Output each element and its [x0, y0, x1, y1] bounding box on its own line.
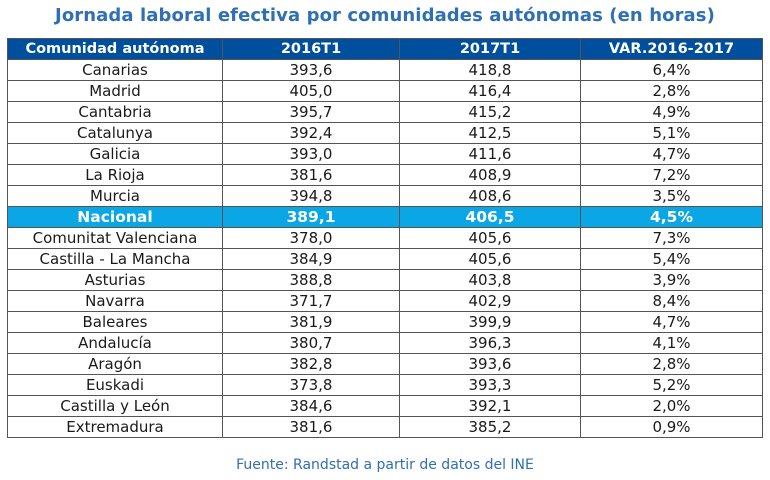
cell-variation: 2,8% [580, 353, 763, 375]
cell-community: Canarias [7, 59, 223, 81]
cell-2016t1: 405,0 [222, 80, 400, 102]
table-row: Navarra 371,7 402,9 8,4% [7, 290, 763, 312]
cell-2017t1: 399,9 [399, 311, 581, 333]
cell-variation: 3,5% [580, 185, 763, 207]
cell-community: Asturias [7, 269, 223, 291]
cell-community: La Rioja [7, 164, 223, 186]
column-header-community: Comunidad autónoma [7, 38, 223, 60]
cell-variation: 4,7% [580, 311, 763, 333]
cell-2016t1: 384,9 [222, 248, 400, 270]
cell-community: Madrid [7, 80, 223, 102]
page-title: Jornada laboral efectiva por comunidades… [55, 5, 715, 26]
cell-variation: 4,1% [580, 332, 763, 354]
cell-2016t1: 382,8 [222, 353, 400, 375]
cell-variation: 6,4% [580, 59, 763, 81]
cell-variation: 4,7% [580, 143, 763, 165]
cell-2016t1: 381,6 [222, 416, 400, 438]
cell-2016t1: 389,1 [222, 206, 400, 228]
table-row: Castilla - La Mancha 384,9 405,6 5,4% [7, 248, 763, 270]
cell-2017t1: 408,6 [399, 185, 581, 207]
cell-2017t1: 392,1 [399, 395, 581, 417]
cell-variation: 5,2% [580, 374, 763, 396]
cell-2016t1: 393,6 [222, 59, 400, 81]
cell-variation: 7,2% [580, 164, 763, 186]
cell-2016t1: 392,4 [222, 122, 400, 144]
cell-community: Catalunya [7, 122, 223, 144]
cell-community: Extremadura [7, 416, 223, 438]
cell-variation: 4,9% [580, 101, 763, 123]
cell-2017t1: 408,9 [399, 164, 581, 186]
cell-variation: 2,8% [580, 80, 763, 102]
cell-2017t1: 385,2 [399, 416, 581, 438]
cell-2017t1: 393,6 [399, 353, 581, 375]
cell-2017t1: 405,6 [399, 248, 581, 270]
cell-community: Navarra [7, 290, 223, 312]
cell-community: Euskadi [7, 374, 223, 396]
cell-community: Andalucía [7, 332, 223, 354]
table-row: Euskadi 373,8 393,3 5,2% [7, 374, 763, 396]
cell-community: Castilla y León [7, 395, 223, 417]
cell-variation: 0,9% [580, 416, 763, 438]
column-header-variation: VAR.2016-2017 [580, 38, 763, 60]
cell-variation: 4,5% [580, 206, 763, 228]
table-row: La Rioja 381,6 408,9 7,2% [7, 164, 763, 186]
cell-2016t1: 380,7 [222, 332, 400, 354]
cell-2016t1: 394,8 [222, 185, 400, 207]
cell-2017t1: 396,3 [399, 332, 581, 354]
cell-2017t1: 411,6 [399, 143, 581, 165]
table-row: Murcia 394,8 408,6 3,5% [7, 185, 763, 207]
cell-2016t1: 381,9 [222, 311, 400, 333]
cell-variation: 2,0% [580, 395, 763, 417]
table-row: Aragón 382,8 393,6 2,8% [7, 353, 763, 375]
cell-2017t1: 402,9 [399, 290, 581, 312]
cell-2016t1: 388,8 [222, 269, 400, 291]
table-row: Cantabria 395,7 415,2 4,9% [7, 101, 763, 123]
table-row: Baleares 381,9 399,9 4,7% [7, 311, 763, 333]
cell-variation: 5,4% [580, 248, 763, 270]
table-row: Castilla y León 384,6 392,1 2,0% [7, 395, 763, 417]
cell-variation: 5,1% [580, 122, 763, 144]
table-row: Andalucía 380,7 396,3 4,1% [7, 332, 763, 354]
cell-community: Galicia [7, 143, 223, 165]
cell-2017t1: 412,5 [399, 122, 581, 144]
cell-2017t1: 418,8 [399, 59, 581, 81]
cell-2017t1: 393,3 [399, 374, 581, 396]
cell-2017t1: 416,4 [399, 80, 581, 102]
cell-2017t1: 415,2 [399, 101, 581, 123]
column-header-2017t1: 2017T1 [399, 38, 581, 60]
cell-variation: 8,4% [580, 290, 763, 312]
cell-community: Baleares [7, 311, 223, 333]
cell-variation: 7,3% [580, 227, 763, 249]
table-body: Canarias 393,6 418,8 6,4% Madrid 405,0 416,4 2,… [7, 59, 763, 438]
table-row: Extremadura 381,6 385,2 0,9% [7, 416, 763, 438]
cell-2016t1: 384,6 [222, 395, 400, 417]
table-row: Catalunya 392,4 412,5 5,1% [7, 122, 763, 144]
cell-community: Murcia [7, 185, 223, 207]
table-row: Asturias 388,8 403,8 3,9% [7, 269, 763, 291]
cell-2016t1: 378,0 [222, 227, 400, 249]
cell-community: Comunitat Valenciana [7, 227, 223, 249]
cell-2016t1: 395,7 [222, 101, 400, 123]
table-row: Comunitat Valenciana 378,0 405,6 7,3% [7, 227, 763, 249]
cell-community: Aragón [7, 353, 223, 375]
cell-2016t1: 381,6 [222, 164, 400, 186]
cell-2016t1: 373,8 [222, 374, 400, 396]
cell-community: Cantabria [7, 101, 223, 123]
cell-community: Nacional [7, 206, 223, 228]
source-note: Fuente: Randstad a partir de datos del I… [236, 457, 534, 473]
data-table: Comunidad autónoma 2016T1 2017T1 VAR.201… [7, 38, 763, 438]
cell-community: Castilla - La Mancha [7, 248, 223, 270]
cell-2016t1: 393,0 [222, 143, 400, 165]
cell-2017t1: 405,6 [399, 227, 581, 249]
table-row: Madrid 405,0 416,4 2,8% [7, 80, 763, 102]
cell-2017t1: 403,8 [399, 269, 581, 291]
table-row: Canarias 393,6 418,8 6,4% [7, 59, 763, 81]
table-row: Galicia 393,0 411,6 4,7% [7, 143, 763, 165]
table-row: Nacional 389,1 406,5 4,5% [7, 206, 763, 228]
cell-2016t1: 371,7 [222, 290, 400, 312]
cell-2017t1: 406,5 [399, 206, 581, 228]
cell-variation: 3,9% [580, 269, 763, 291]
column-header-2016t1: 2016T1 [222, 38, 400, 60]
table-header-row: Comunidad autónoma 2016T1 2017T1 VAR.201… [7, 38, 763, 60]
